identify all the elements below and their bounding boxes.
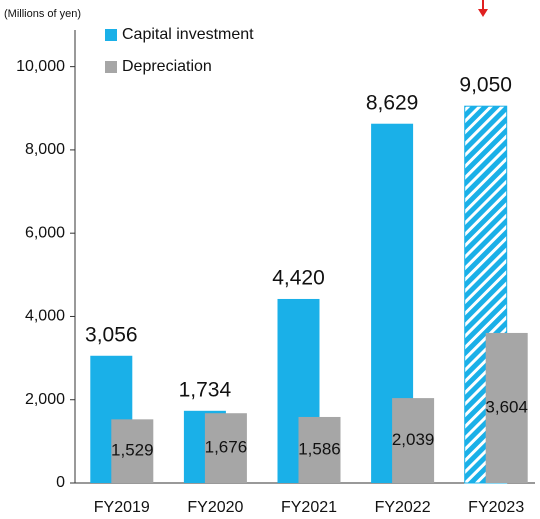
value-label: 3,604 [485,397,528,416]
x-tick-label: FY2023 [468,499,524,516]
bar [298,416,341,483]
legend-label: Capital investment [122,26,254,43]
x-tick-label: FY2021 [281,499,337,516]
forecast-arrow [478,0,488,17]
bar [485,332,528,483]
y-tick-label: 8,000 [25,141,65,158]
y-tick-label: 2,000 [25,391,65,408]
x-tick-label: FY2019 [94,499,150,516]
value-label: 3,056 [85,323,138,346]
legend-swatch [105,29,117,41]
y-tick-label: 6,000 [25,224,65,241]
y-axis-unit: (Millions of yen) [4,8,81,20]
bar [204,413,247,483]
value-label: 1,676 [205,438,248,457]
value-label: 1,586 [298,439,341,458]
x-tick-label: FY2022 [375,499,431,516]
value-label: 1,529 [111,441,154,460]
value-label: 9,050 [459,74,512,97]
value-label: 4,420 [272,267,325,290]
legend-label: Depreciation [122,58,212,75]
bar [111,419,154,483]
bar [392,398,435,483]
value-label: 8,629 [366,91,419,114]
value-label: 2,039 [392,430,435,449]
legend-swatch [105,61,117,73]
y-tick-label: 4,000 [25,308,65,325]
y-tick-label: 10,000 [16,58,65,75]
value-label: 1,734 [179,378,232,401]
x-tick-label: FY2020 [187,499,243,516]
y-tick-label: 0 [56,474,65,491]
